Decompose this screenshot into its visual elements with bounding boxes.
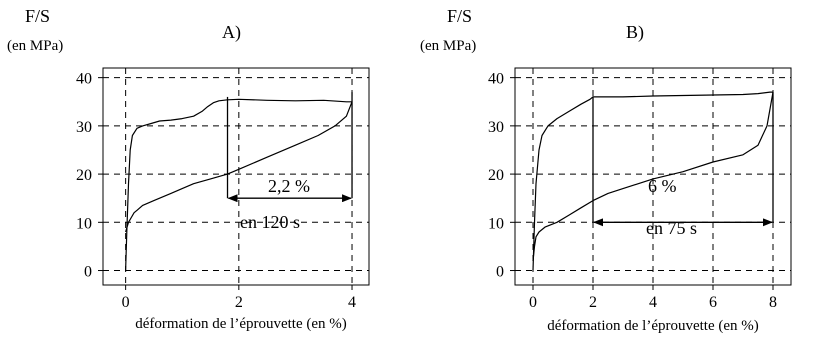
series-line-2 (532, 91, 774, 261)
panel-a-series (125, 98, 353, 271)
y-tick-label: 10 (76, 215, 92, 232)
panel-b-annotation: 6 % en 75 s (592, 92, 774, 238)
y-tick-label: 0 (496, 264, 504, 281)
panel-b: F/S (en MPa) B) 0 2 4 6 8 0 10 20 30 40 6 % en 75… (420, 6, 792, 334)
panel-a-annotation-duration: en 120 s (240, 212, 300, 232)
panel-b-annotation-duration: en 75 s (646, 218, 697, 238)
panel-a-label: A) (222, 22, 241, 43)
y-tick-label: 20 (76, 167, 92, 184)
x-tick-label: 0 (529, 294, 537, 311)
panel-a-ylabel-unit: (en MPa) (7, 38, 63, 54)
panel-b-grid (515, 68, 791, 285)
panel-b-xlabel: déformation de l’éprouvette (en %) (547, 318, 759, 334)
panel-a-annotation-value: 2,2 % (268, 176, 310, 196)
y-tick-label: 30 (76, 119, 92, 136)
x-tick-label: 4 (348, 294, 356, 311)
panel-b-label: B) (626, 22, 644, 43)
panel-b-series (532, 91, 774, 271)
y-tick-label: 40 (488, 71, 504, 88)
panel-a-annotation: 2,2 % en 120 s (226, 92, 353, 232)
y-tick-label: 0 (84, 264, 92, 281)
panel-a-grid (103, 68, 369, 285)
series-line-1 (532, 91, 773, 271)
x-tick-label: 4 (649, 294, 657, 311)
y-tick-label: 30 (488, 119, 504, 136)
x-tick-label: 8 (769, 294, 777, 311)
panel-b-axes: 0 2 4 6 8 0 10 20 30 40 (488, 71, 777, 311)
panel-a-ylabel: F/S (25, 6, 50, 26)
panel-b-ylabel-unit: (en MPa) (420, 38, 476, 54)
x-tick-label: 0 (122, 294, 130, 311)
y-tick-label: 20 (488, 167, 504, 184)
x-tick-label: 2 (589, 294, 597, 311)
panel-b-ylabel: F/S (447, 6, 472, 26)
series-line-2 (125, 101, 353, 233)
x-tick-label: 2 (235, 294, 243, 311)
panel-a-plot-frame (102, 67, 370, 286)
panel-b-annotation-value: 6 % (648, 176, 677, 196)
x-tick-label: 6 (709, 294, 717, 311)
series-line-1 (125, 98, 352, 271)
y-tick-label: 40 (76, 71, 92, 88)
y-tick-label: 10 (488, 215, 504, 232)
panel-a-xlabel: déformation de l’éprouvette (en %) (135, 316, 347, 332)
